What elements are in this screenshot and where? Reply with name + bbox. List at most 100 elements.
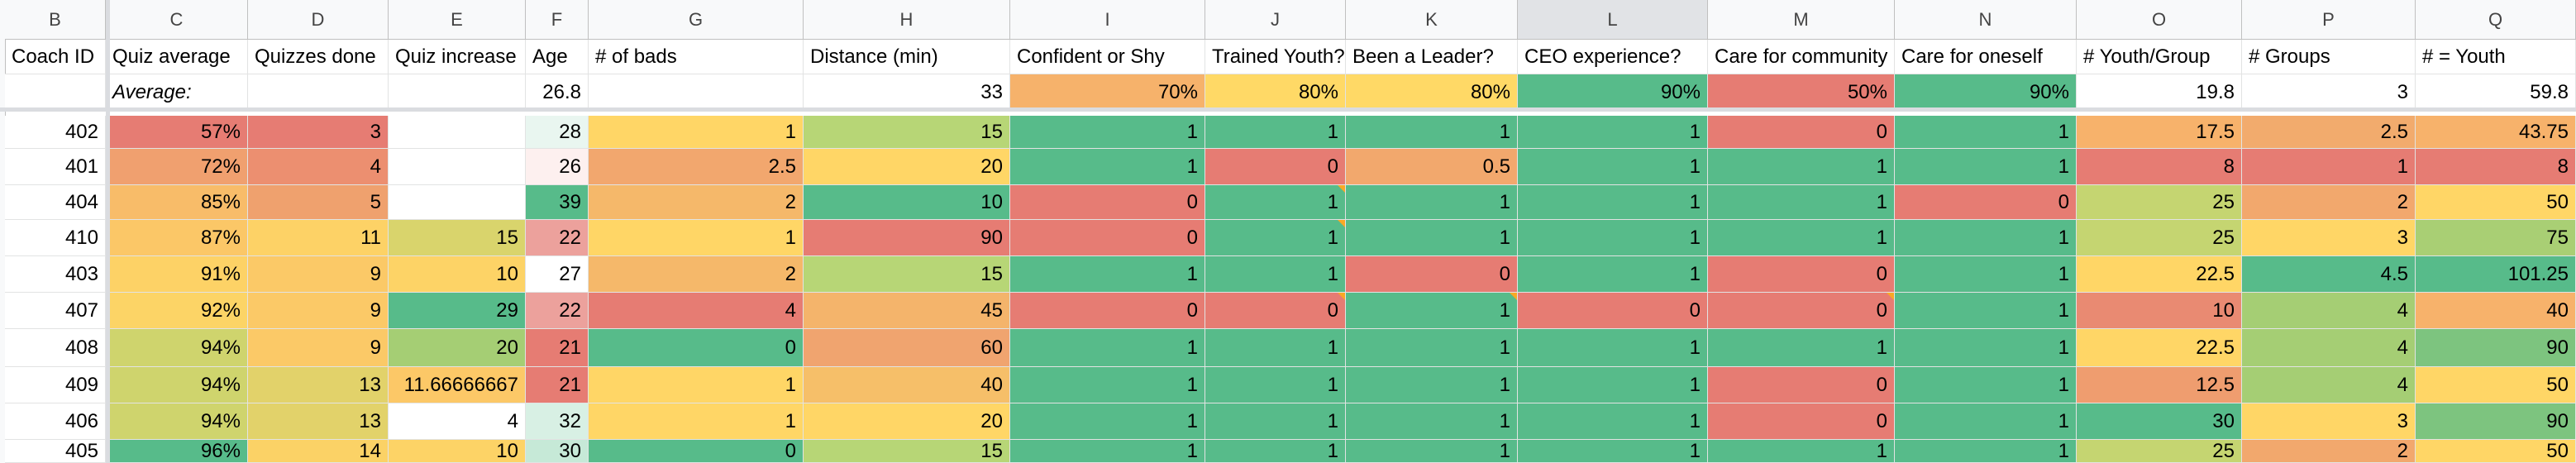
cell-n-1[interactable]: 1 [1895, 116, 2077, 149]
cell-b-7[interactable]: 408 [5, 329, 106, 367]
cell-l-2[interactable]: 1 [1518, 149, 1708, 185]
cell-o-8[interactable]: 12.5 [2077, 367, 2242, 403]
cell-m-1[interactable]: 0 [1708, 116, 1895, 149]
cell-c-10[interactable]: 96% [106, 440, 248, 463]
cell-e-7[interactable]: 20 [389, 329, 526, 367]
frozen-row-divider[interactable] [0, 107, 2576, 112]
header-o[interactable]: # Youth/Group [2077, 40, 2242, 74]
cell-e-3[interactable] [389, 185, 526, 220]
cell-i-2[interactable]: 1 [1010, 149, 1205, 185]
cell-b-2[interactable]: 401 [5, 149, 106, 185]
cell-h-6[interactable]: 45 [804, 293, 1010, 329]
average-q[interactable]: 59.8 [2416, 74, 2576, 112]
cell-h-9[interactable]: 20 [804, 403, 1010, 440]
cell-g-1[interactable]: 1 [589, 116, 804, 149]
cell-l-8[interactable]: 1 [1518, 367, 1708, 403]
cell-h-7[interactable]: 60 [804, 329, 1010, 367]
column-header-l[interactable]: L [1518, 0, 1708, 40]
header-c[interactable]: Quiz average [106, 40, 248, 74]
cell-h-1[interactable]: 15 [804, 116, 1010, 149]
header-i[interactable]: Confident or Shy [1010, 40, 1205, 74]
cell-g-2[interactable]: 2.5 [589, 149, 804, 185]
cell-b-6[interactable]: 407 [5, 293, 106, 329]
cell-g-9[interactable]: 1 [589, 403, 804, 440]
cell-d-2[interactable]: 4 [248, 149, 389, 185]
header-g[interactable]: # of bads [589, 40, 804, 74]
cell-q-8[interactable]: 50 [2416, 367, 2576, 403]
cell-q-9[interactable]: 90 [2416, 403, 2576, 440]
column-header-k[interactable]: K [1346, 0, 1518, 40]
cell-e-5[interactable]: 10 [389, 256, 526, 293]
cell-h-3[interactable]: 10 [804, 185, 1010, 220]
cell-i-1[interactable]: 1 [1010, 116, 1205, 149]
cell-l-9[interactable]: 1 [1518, 403, 1708, 440]
cell-d-4[interactable]: 11 [248, 220, 389, 256]
cell-d-7[interactable]: 9 [248, 329, 389, 367]
cell-m-10[interactable]: 1 [1708, 440, 1895, 463]
cell-q-1[interactable]: 43.75 [2416, 116, 2576, 149]
cell-b-8[interactable]: 409 [5, 367, 106, 403]
cell-f-1[interactable]: 28 [526, 116, 589, 149]
cell-l-5[interactable]: 1 [1518, 256, 1708, 293]
cell-q-2[interactable]: 8 [2416, 149, 2576, 185]
cell-i-3[interactable]: 0 [1010, 185, 1205, 220]
cell-i-6[interactable]: 0 [1010, 293, 1205, 329]
cell-h-8[interactable]: 40 [804, 367, 1010, 403]
column-header-p[interactable]: P [2242, 0, 2416, 40]
cell-p-9[interactable]: 3 [2242, 403, 2416, 440]
column-header-m[interactable]: M [1708, 0, 1895, 40]
cell-k-8[interactable]: 1 [1346, 367, 1518, 403]
average-h[interactable]: 33 [804, 74, 1010, 112]
cell-p-3[interactable]: 2 [2242, 185, 2416, 220]
cell-n-2[interactable]: 1 [1895, 149, 2077, 185]
cell-g-10[interactable]: 0 [589, 440, 804, 463]
average-k[interactable]: 80% [1346, 74, 1518, 112]
cell-c-1[interactable]: 57% [106, 116, 248, 149]
average-o[interactable]: 19.8 [2077, 74, 2242, 112]
header-j[interactable]: Trained Youth? [1205, 40, 1346, 74]
cell-j-5[interactable]: 1 [1205, 256, 1346, 293]
cell-b-5[interactable]: 403 [5, 256, 106, 293]
header-k[interactable]: Been a Leader? [1346, 40, 1518, 74]
cell-f-6[interactable]: 22 [526, 293, 589, 329]
cell-g-5[interactable]: 2 [589, 256, 804, 293]
column-header-f[interactable]: F [526, 0, 589, 40]
header-b[interactable]: Coach ID [5, 40, 106, 74]
column-header-j[interactable]: J [1205, 0, 1346, 40]
cell-e-10[interactable]: 10 [389, 440, 526, 463]
column-header-h[interactable]: H [804, 0, 1010, 40]
cell-e-8[interactable]: 11.66666667 [389, 367, 526, 403]
cell-k-3[interactable]: 1 [1346, 185, 1518, 220]
cell-j-3[interactable]: 1 [1205, 185, 1346, 220]
cell-o-5[interactable]: 22.5 [2077, 256, 2242, 293]
cell-j-6[interactable]: 0 [1205, 293, 1346, 329]
frozen-column-divider[interactable] [106, 0, 110, 463]
cell-m-8[interactable]: 0 [1708, 367, 1895, 403]
cell-m-7[interactable]: 1 [1708, 329, 1895, 367]
cell-q-4[interactable]: 75 [2416, 220, 2576, 256]
cell-k-10[interactable]: 1 [1346, 440, 1518, 463]
cell-c-7[interactable]: 94% [106, 329, 248, 367]
average-c[interactable]: Average: [106, 74, 248, 112]
cell-f-7[interactable]: 21 [526, 329, 589, 367]
comment-indicator-icon[interactable] [1338, 185, 1345, 193]
cell-o-4[interactable]: 25 [2077, 220, 2242, 256]
column-header-o[interactable]: O [2077, 0, 2242, 40]
header-p[interactable]: # Groups [2242, 40, 2416, 74]
cell-p-10[interactable]: 2 [2242, 440, 2416, 463]
cell-i-7[interactable]: 1 [1010, 329, 1205, 367]
cell-h-2[interactable]: 20 [804, 149, 1010, 185]
cell-g-8[interactable]: 1 [589, 367, 804, 403]
cell-p-7[interactable]: 4 [2242, 329, 2416, 367]
cell-n-6[interactable]: 1 [1895, 293, 2077, 329]
cell-e-6[interactable]: 29 [389, 293, 526, 329]
cell-l-3[interactable]: 1 [1518, 185, 1708, 220]
average-i[interactable]: 70% [1010, 74, 1205, 112]
average-j[interactable]: 80% [1205, 74, 1346, 112]
cell-e-4[interactable]: 15 [389, 220, 526, 256]
average-p[interactable]: 3 [2242, 74, 2416, 112]
cell-o-9[interactable]: 30 [2077, 403, 2242, 440]
cell-f-10[interactable]: 30 [526, 440, 589, 463]
cell-p-5[interactable]: 4.5 [2242, 256, 2416, 293]
